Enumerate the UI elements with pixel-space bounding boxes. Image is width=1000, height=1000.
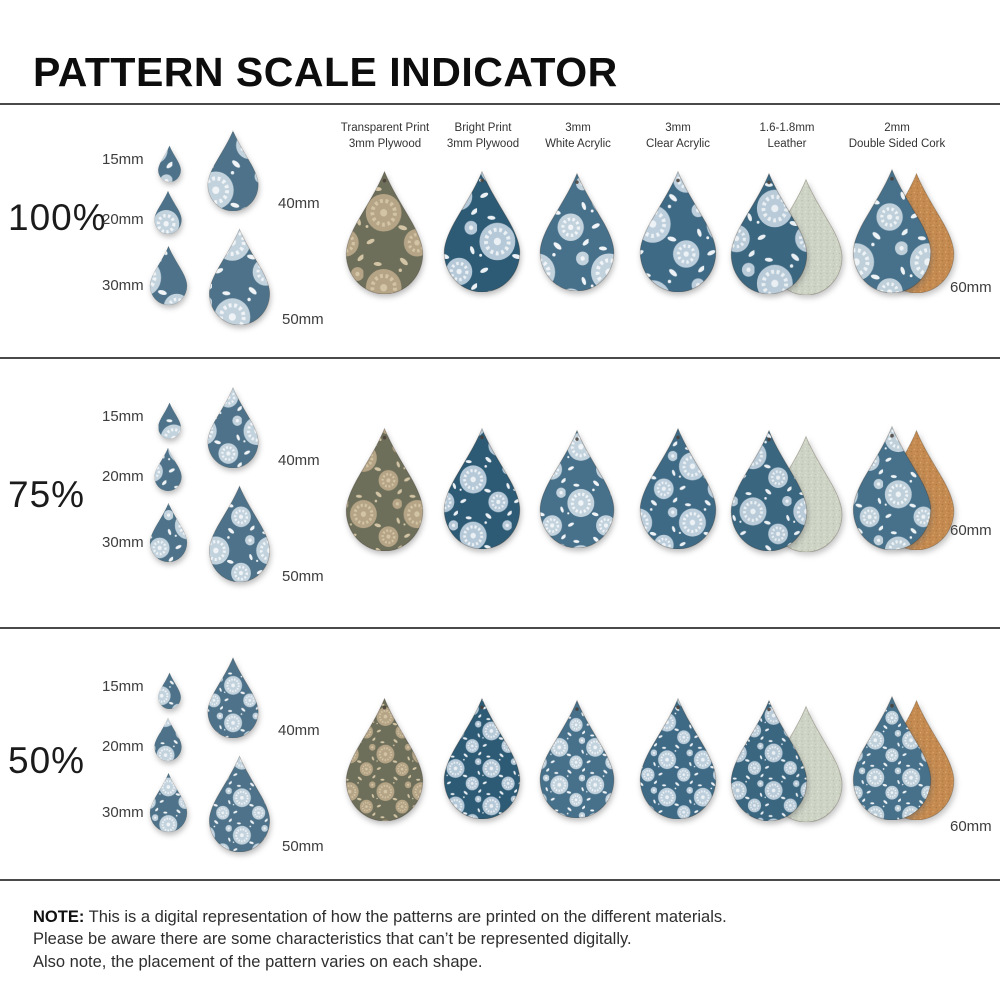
- teardrop-40mm: [205, 386, 261, 468]
- teardrop-15mm: [157, 402, 182, 439]
- teardrop-bright-plywood: [440, 426, 524, 549]
- teardrop-50mm: [206, 484, 273, 582]
- material-label-line: 3mm Plywood: [348, 137, 422, 150]
- teardrop-white-acrylic: [536, 171, 618, 291]
- size-label-20mm: 20mm: [102, 211, 144, 228]
- scale-row-100: 100% 15mm 20mm 30mm 40mm 50mm Transparen…: [0, 105, 1000, 357]
- teardrop-transparent-plywood: [342, 169, 427, 294]
- teardrop-50mm: [206, 754, 273, 852]
- material-label-clear-acrylic: 3mm Clear Acrylic: [616, 121, 740, 152]
- page-title: PATTERN SCALE INDICATOR: [33, 49, 618, 96]
- scale-label-100: 100%: [8, 197, 107, 238]
- teardrop-15mm: [157, 672, 182, 709]
- size-label-50mm: 50mm: [282, 568, 324, 585]
- material-label-leather: 1.6-1.8mm Leather: [725, 121, 849, 152]
- teardrop-transparent-plywood: [342, 696, 427, 821]
- material-label-line: Transparent Print: [340, 122, 430, 134]
- material-label-line: White Acrylic: [545, 137, 611, 150]
- scale-row-50: 50% 15mm 20mm 30mm 40mm 50mm 60mm: [0, 632, 1000, 879]
- teardrop-clear-acrylic: [636, 696, 720, 819]
- divider: [0, 879, 1000, 881]
- teardrop-30mm: [148, 502, 189, 562]
- note-label: NOTE:: [33, 908, 85, 926]
- teardrop-leather: [727, 428, 811, 551]
- teardrop-clear-acrylic: [636, 169, 720, 292]
- material-label-line: Bright Print: [454, 122, 512, 134]
- scale-label-50: 50%: [8, 740, 86, 781]
- divider: [0, 357, 1000, 359]
- teardrop-15mm: [157, 145, 182, 182]
- size-label-60mm: 60mm: [950, 279, 992, 296]
- teardrop-20mm: [153, 717, 183, 761]
- teardrop-30mm: [148, 772, 189, 832]
- material-label-line: Leather: [767, 137, 807, 150]
- size-label-60mm: 60mm: [950, 522, 992, 539]
- material-label-transparent-plywood: Transparent Print 3mm Plywood: [323, 121, 447, 152]
- size-label-40mm: 40mm: [278, 452, 320, 469]
- material-label-white-acrylic: 3mm White Acrylic: [516, 121, 640, 152]
- size-label-30mm: 30mm: [102, 804, 144, 821]
- teardrop-leather: [727, 698, 811, 821]
- note-text: NOTE: This is a digital representation o…: [33, 906, 727, 973]
- teardrop-cork: [849, 694, 935, 820]
- material-label-line: Clear Acrylic: [646, 137, 710, 150]
- teardrop-cork: [849, 424, 935, 550]
- teardrop-40mm: [205, 129, 261, 211]
- teardrop-cork: [849, 167, 935, 293]
- material-label-line: 3mm: [565, 122, 591, 134]
- size-label-50mm: 50mm: [282, 311, 324, 328]
- teardrop-leather: [727, 171, 811, 294]
- note-line-3: Also note, the placement of the pattern …: [33, 952, 483, 971]
- size-label-15mm: 15mm: [102, 408, 144, 425]
- size-label-50mm: 50mm: [282, 838, 324, 855]
- material-label-line: 1.6-1.8mm: [759, 122, 815, 134]
- teardrop-white-acrylic: [536, 428, 618, 548]
- note-line-2: Please be aware there are some character…: [33, 930, 632, 949]
- teardrop-bright-plywood: [440, 696, 524, 819]
- material-label-line: 3mm: [665, 122, 691, 134]
- size-label-60mm: 60mm: [950, 818, 992, 835]
- teardrop-20mm: [153, 190, 183, 234]
- divider: [0, 627, 1000, 629]
- size-label-15mm: 15mm: [102, 151, 144, 168]
- material-label-line: 3mm Plywood: [446, 137, 520, 150]
- material-label-line: Double Sided Cork: [848, 137, 946, 150]
- scale-label-75: 75%: [8, 474, 86, 515]
- teardrop-50mm: [206, 227, 273, 325]
- size-label-30mm: 30mm: [102, 534, 144, 551]
- teardrop-20mm: [153, 447, 183, 491]
- teardrop-transparent-plywood: [342, 426, 427, 551]
- material-label-bright-plywood: Bright Print 3mm Plywood: [421, 121, 545, 152]
- size-label-20mm: 20mm: [102, 738, 144, 755]
- material-label-cork: 2mm Double Sided Cork: [835, 121, 959, 152]
- teardrop-40mm: [205, 656, 261, 738]
- size-label-40mm: 40mm: [278, 195, 320, 212]
- teardrop-clear-acrylic: [636, 426, 720, 549]
- size-label-20mm: 20mm: [102, 468, 144, 485]
- teardrop-bright-plywood: [440, 169, 524, 292]
- size-label-40mm: 40mm: [278, 722, 320, 739]
- material-label-line: 2mm: [884, 122, 910, 134]
- size-label-15mm: 15mm: [102, 678, 144, 695]
- scale-row-75: 75% 15mm 20mm 30mm 40mm 50mm 60mm: [0, 362, 1000, 627]
- teardrop-white-acrylic: [536, 698, 618, 818]
- note-line-1: NOTE: This is a digital representation o…: [33, 908, 727, 926]
- divider: [0, 103, 1000, 105]
- size-label-30mm: 30mm: [102, 277, 144, 294]
- teardrop-30mm: [148, 245, 189, 305]
